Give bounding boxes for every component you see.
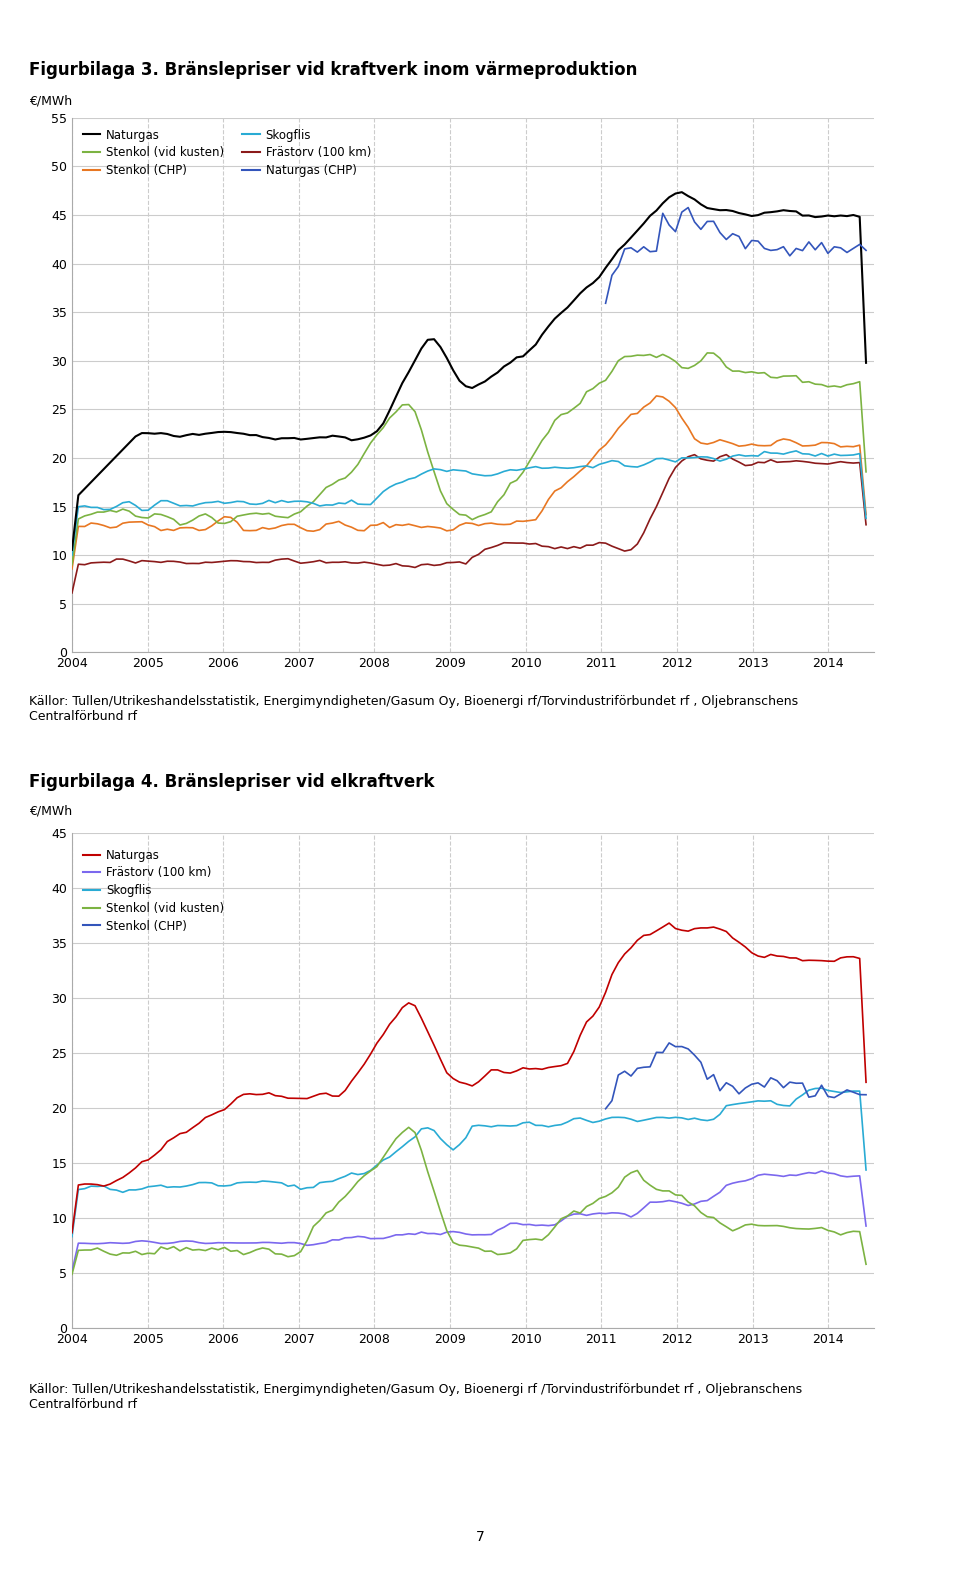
Text: 7: 7 bbox=[475, 1530, 485, 1544]
Text: €/MWh: €/MWh bbox=[29, 805, 72, 817]
Text: Källor: Tullen/Utrikeshandelsstatistik, Energimyndigheten/Gasum Oy, Bioenergi rf: Källor: Tullen/Utrikeshandelsstatistik, … bbox=[29, 695, 798, 723]
Text: Figurbilaga 4. Bränslepriser vid elkraftverk: Figurbilaga 4. Bränslepriser vid elkraft… bbox=[29, 773, 434, 791]
Legend: Naturgas, Frästorv (100 km), Skogflis, Stenkol (vid kusten), Stenkol (CHP): Naturgas, Frästorv (100 km), Skogflis, S… bbox=[78, 844, 229, 937]
Text: Figurbilaga 3. Bränslepriser vid kraftverk inom värmeproduktion: Figurbilaga 3. Bränslepriser vid kraftve… bbox=[29, 60, 637, 79]
Legend: Naturgas, Stenkol (vid kusten), Stenkol (CHP), Skogflis, Frästorv (100 km), Natu: Naturgas, Stenkol (vid kusten), Stenkol … bbox=[78, 124, 375, 182]
Text: Källor: Tullen/Utrikeshandelsstatistik, Energimyndigheten/Gasum Oy, Bioenergi rf: Källor: Tullen/Utrikeshandelsstatistik, … bbox=[29, 1383, 802, 1412]
Text: €/MWh: €/MWh bbox=[29, 94, 72, 107]
